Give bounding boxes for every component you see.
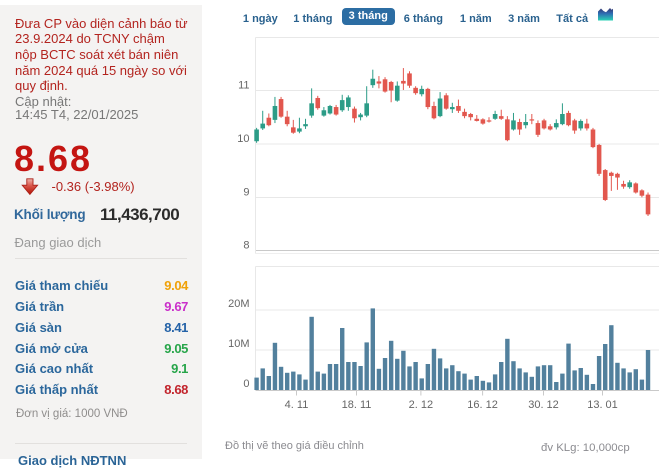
svg-text:4. 11: 4. 11: [285, 399, 309, 411]
svg-text:18. 11: 18. 11: [342, 399, 372, 411]
svg-text:10: 10: [237, 133, 249, 145]
svg-text:2. 12: 2. 12: [409, 399, 433, 411]
svg-text:10M: 10M: [228, 338, 249, 350]
svg-text:9: 9: [243, 186, 249, 198]
svg-text:13. 01: 13. 01: [587, 399, 618, 411]
svg-text:30. 12: 30. 12: [528, 399, 559, 411]
svg-text:8: 8: [243, 240, 249, 252]
svg-text:11: 11: [238, 80, 249, 92]
svg-text:20M: 20M: [228, 298, 249, 310]
svg-text:16. 12: 16. 12: [467, 399, 498, 411]
svg-text:0: 0: [243, 378, 249, 390]
